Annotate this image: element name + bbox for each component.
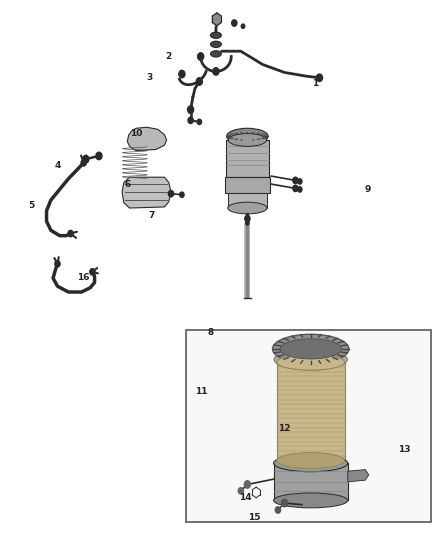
Text: 6: 6 [124,180,131,189]
Circle shape [276,507,281,513]
Text: 1: 1 [312,78,318,87]
Circle shape [168,190,173,197]
Circle shape [293,177,298,183]
Ellipse shape [277,453,345,469]
Ellipse shape [211,32,221,38]
Ellipse shape [228,202,267,214]
Text: 11: 11 [195,387,208,396]
Ellipse shape [228,134,267,147]
Circle shape [81,160,86,166]
Text: 12: 12 [278,424,291,433]
Polygon shape [186,330,431,522]
Circle shape [282,499,288,507]
Circle shape [197,119,201,125]
Polygon shape [226,140,269,177]
Circle shape [238,488,244,494]
Ellipse shape [226,128,268,144]
Ellipse shape [274,455,348,472]
Circle shape [180,192,184,197]
Polygon shape [212,13,221,26]
Circle shape [246,221,249,225]
Text: 15: 15 [247,513,260,522]
Ellipse shape [272,334,349,364]
Text: 10: 10 [130,129,142,138]
Polygon shape [228,193,267,208]
Text: 2: 2 [166,52,172,61]
Circle shape [55,261,60,267]
Circle shape [245,215,250,222]
Circle shape [297,179,302,184]
Circle shape [316,74,322,82]
Circle shape [90,269,95,275]
Circle shape [297,187,302,192]
Circle shape [241,24,245,28]
Text: 13: 13 [398,446,411,455]
Circle shape [68,230,73,237]
Text: 3: 3 [146,73,152,82]
Circle shape [187,106,194,114]
Polygon shape [277,362,345,461]
Circle shape [83,156,89,163]
Circle shape [179,70,185,78]
Text: 9: 9 [364,185,371,194]
Circle shape [196,78,202,85]
Polygon shape [122,177,171,208]
Text: 14: 14 [239,493,251,502]
Circle shape [244,481,251,488]
Circle shape [232,20,237,26]
Text: 16: 16 [78,273,90,281]
Text: 5: 5 [28,201,34,210]
Circle shape [188,117,193,124]
Ellipse shape [211,51,221,57]
Ellipse shape [274,349,347,370]
Circle shape [198,53,204,60]
Polygon shape [274,463,348,500]
Polygon shape [127,127,166,151]
Circle shape [213,68,219,75]
Text: 4: 4 [54,161,60,170]
Polygon shape [348,470,369,482]
Ellipse shape [280,339,341,359]
Circle shape [96,152,102,160]
Ellipse shape [274,493,348,508]
Text: 8: 8 [207,328,213,337]
Ellipse shape [211,41,221,47]
Text: 7: 7 [148,212,155,221]
Circle shape [293,185,298,191]
Polygon shape [225,177,270,193]
Ellipse shape [277,354,345,370]
